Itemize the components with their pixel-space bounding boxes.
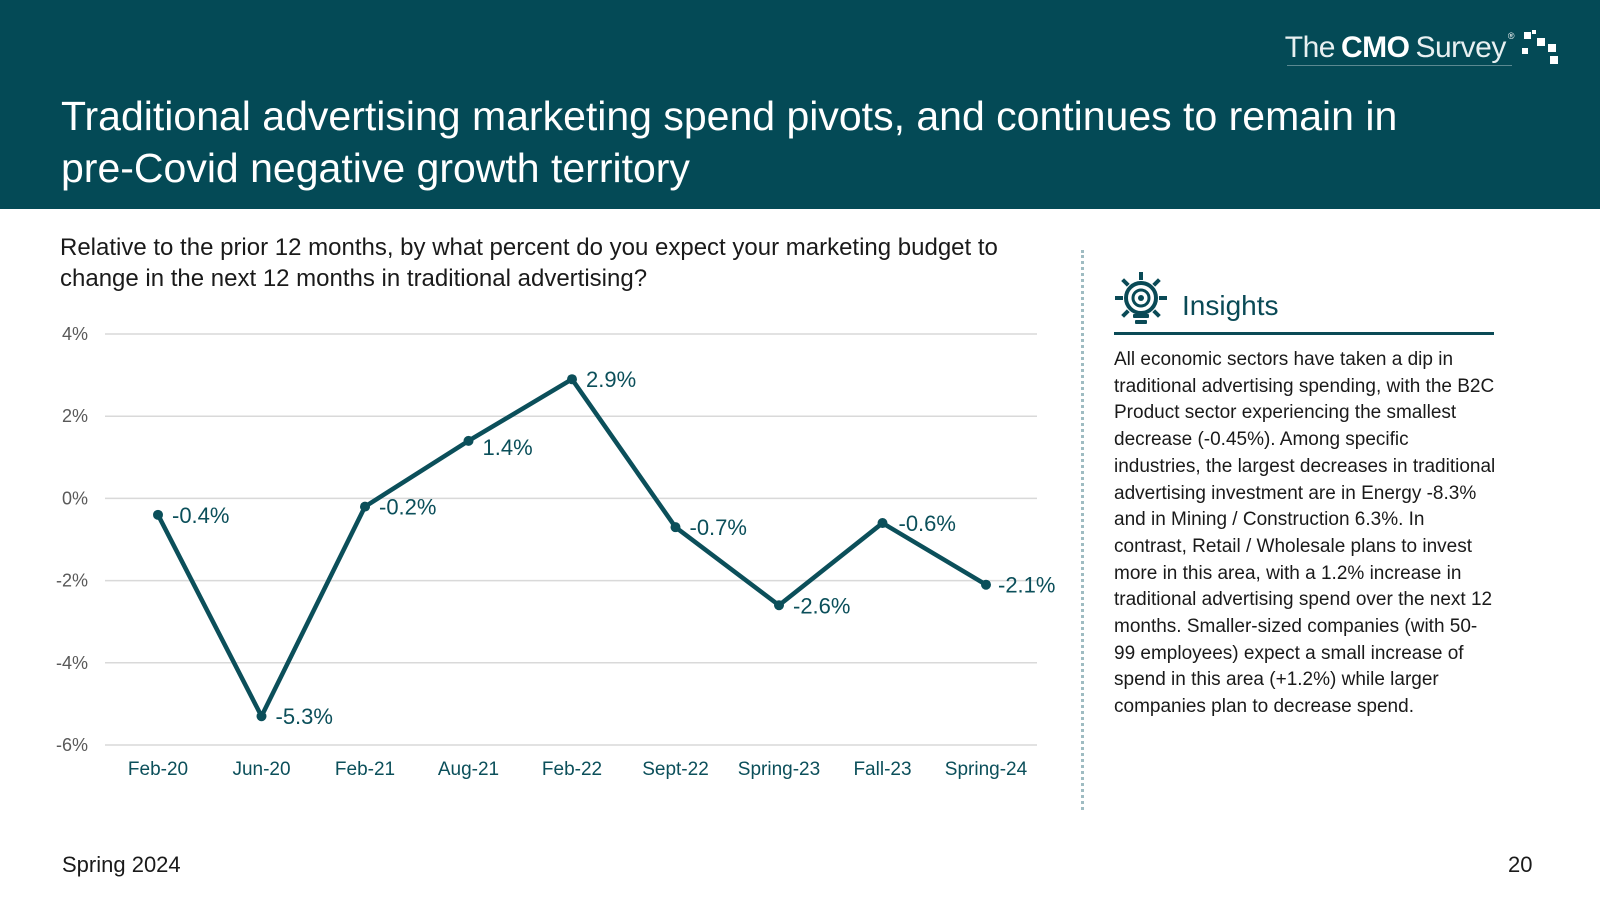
logo-registered-mark: ® [1507,31,1515,41]
x-tick-label: Sept-22 [642,759,709,780]
y-tick-label: 2% [62,406,88,426]
chart-question: Relative to the prior 12 months, by what… [60,234,998,292]
x-tick-label: Feb-20 [128,759,188,780]
header-banner: The CMO Survey ® Traditional advertising… [0,0,1600,209]
insights-rule [1114,332,1494,335]
data-point [153,509,163,520]
insights-body: All economic sectors have taken a dip in… [1114,349,1496,718]
logo-squares-icon [1522,30,1558,64]
insights-title: Insights [1182,290,1279,321]
data-point [463,435,474,446]
page-number: 20 [1508,852,1533,877]
x-tick-label: Spring-23 [738,759,820,780]
data-label: 1.4% [483,435,533,460]
data-label: -0.6% [899,511,956,536]
logo-cmo: CMO [1340,31,1410,64]
logo-survey: Survey [1415,31,1506,64]
y-tick-label: -4% [56,653,88,673]
lightbulb-gear-icon [1115,272,1167,324]
data-label: -0.2% [379,495,436,520]
cmo-survey-logo: The CMO Survey ® [1285,24,1564,72]
data-point [877,518,888,529]
y-tick-label: -2% [56,571,88,591]
logo-underline [1286,65,1512,66]
x-tick-label: Spring-24 [945,759,1028,780]
page-title: Traditional advertising marketing spend … [61,93,1398,191]
logo-the: The [1284,31,1336,64]
data-point [981,579,991,590]
data-point [774,600,784,611]
data-label: -2.1% [998,573,1055,598]
x-tick-label: Jun-20 [232,759,290,780]
panel-divider [1081,250,1084,810]
series-line [155,376,989,719]
y-tick-label: 4% [62,324,88,344]
data-label: -2.6% [793,593,850,618]
data-point [360,501,370,512]
insights-header: Insights [1114,270,1494,334]
data-label: -5.3% [276,704,333,729]
y-tick-label: -6% [56,735,88,755]
x-tick-label: Fall-23 [853,759,911,780]
y-tick-label: 0% [62,488,88,508]
data-label: -0.4% [172,503,229,528]
data-point [256,711,267,722]
data-label: -0.7% [690,515,747,540]
data-point [670,522,681,533]
data-point [567,374,577,385]
footer-edition: Spring 2024 [62,852,181,877]
data-label: 2.9% [586,367,636,392]
x-tick-label: Feb-22 [542,759,602,780]
x-tick-label: Feb-21 [335,759,395,780]
x-tick-label: Aug-21 [438,759,499,780]
